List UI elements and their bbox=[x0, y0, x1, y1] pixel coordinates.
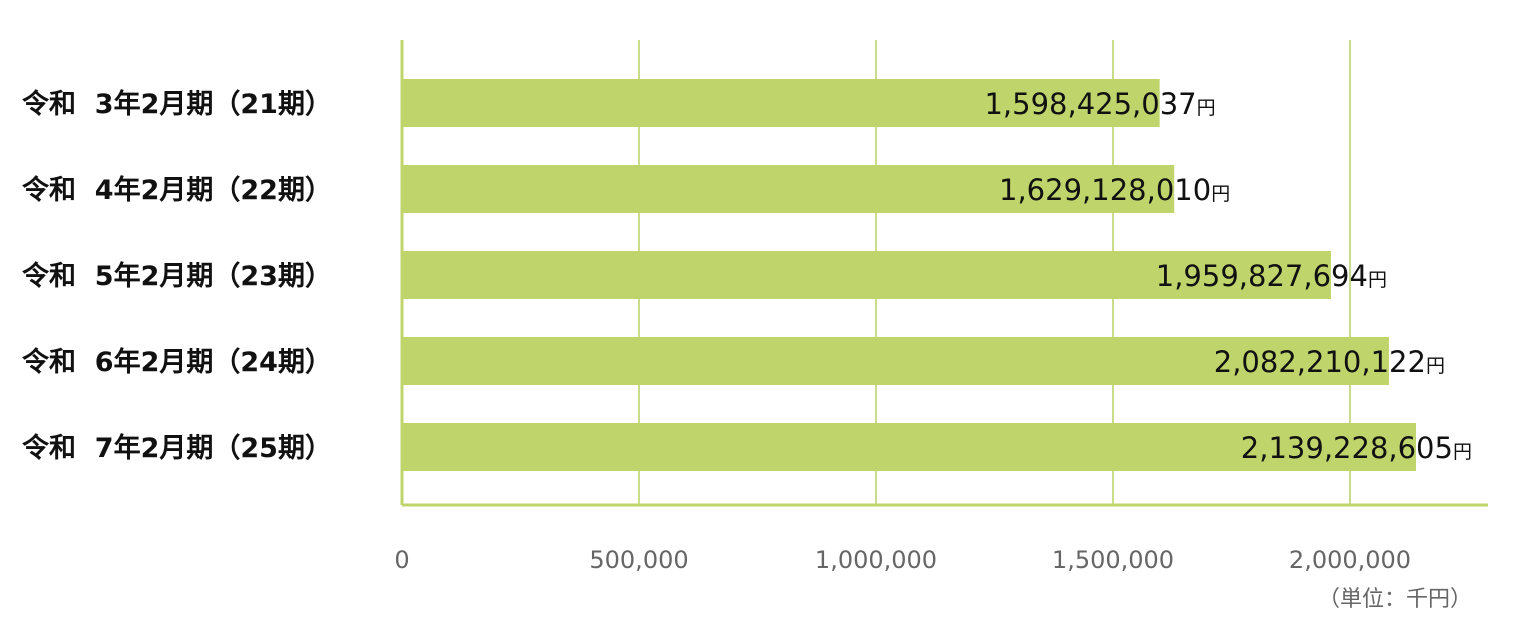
bars bbox=[402, 79, 1416, 471]
value-unit: 円 bbox=[1426, 355, 1445, 377]
x-tick-label: 0 bbox=[394, 546, 409, 574]
bar bbox=[402, 337, 1389, 385]
value-number: 1,629,128,010 bbox=[999, 173, 1211, 207]
value-label: 2,139,228,605円 bbox=[1241, 431, 1472, 465]
value-label: 1,629,128,010円 bbox=[999, 173, 1230, 207]
axes bbox=[400, 40, 1488, 507]
category-label: 令和 5年2月期（23期） bbox=[22, 260, 332, 292]
category-label: 令和 6年2月期（24期） bbox=[22, 346, 332, 378]
bar bbox=[402, 423, 1416, 471]
x-tick-label: 500,000 bbox=[589, 546, 688, 574]
value-unit: 円 bbox=[1211, 183, 1230, 205]
unit-note: （単位：千円） bbox=[1318, 587, 1472, 612]
value-number: 2,082,210,122 bbox=[1214, 345, 1426, 379]
x-tick-label: 2,000,000 bbox=[1289, 546, 1411, 574]
bar bbox=[402, 79, 1160, 127]
x-tick-label: 1,500,000 bbox=[1052, 546, 1174, 574]
value-label: 2,082,210,122円 bbox=[1214, 345, 1445, 379]
value-number: 2,139,228,605 bbox=[1241, 431, 1453, 465]
value-label: 1,598,425,037円 bbox=[984, 87, 1215, 121]
bar bbox=[402, 251, 1331, 299]
category-label: 令和 4年2月期（22期） bbox=[22, 174, 332, 206]
bar bbox=[402, 165, 1175, 213]
value-number: 1,959,827,694 bbox=[1156, 259, 1368, 293]
value-unit: 円 bbox=[1453, 441, 1472, 463]
value-unit: 円 bbox=[1197, 97, 1216, 119]
value-unit: 円 bbox=[1368, 269, 1387, 291]
value-label: 1,959,827,694円 bbox=[1156, 259, 1387, 293]
category-label: 令和 3年2月期（21期） bbox=[22, 88, 332, 120]
value-number: 1,598,425,037 bbox=[984, 87, 1196, 121]
labels: 0 500,000 1,000,000 1,500,000 2,000,000 令和 3年… bbox=[22, 87, 1472, 574]
category-label: 令和 7年2月期（25期） bbox=[22, 432, 332, 464]
x-tick-label: 1,000,000 bbox=[815, 546, 937, 574]
